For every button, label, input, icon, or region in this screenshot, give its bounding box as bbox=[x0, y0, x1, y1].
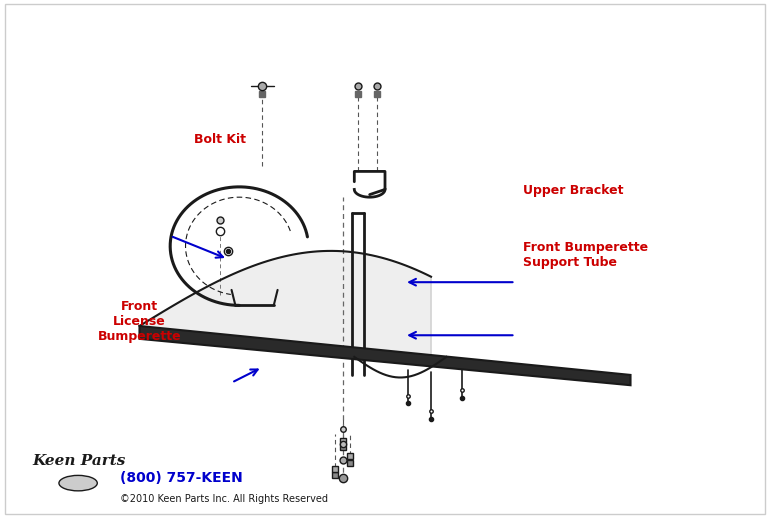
Polygon shape bbox=[139, 251, 431, 357]
Text: Keen Parts: Keen Parts bbox=[32, 454, 126, 468]
Text: Front Bumperette
Support Tube: Front Bumperette Support Tube bbox=[523, 241, 648, 269]
Polygon shape bbox=[139, 326, 631, 385]
Text: (800) 757-KEEN: (800) 757-KEEN bbox=[120, 471, 243, 485]
Text: Front
License
Bumperette: Front License Bumperette bbox=[98, 300, 181, 343]
Text: ©2010 Keen Parts Inc. All Rights Reserved: ©2010 Keen Parts Inc. All Rights Reserve… bbox=[120, 494, 328, 503]
Text: Bolt Kit: Bolt Kit bbox=[194, 133, 246, 146]
Ellipse shape bbox=[59, 476, 97, 491]
Text: Upper Bracket: Upper Bracket bbox=[523, 184, 624, 197]
